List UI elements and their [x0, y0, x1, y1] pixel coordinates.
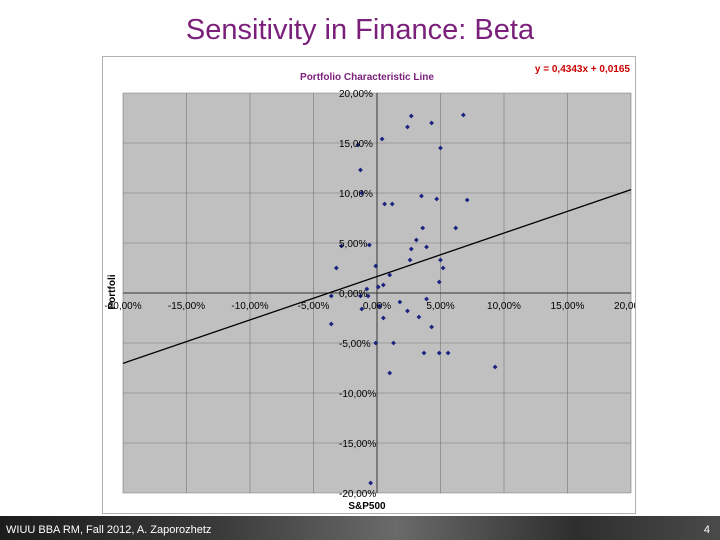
data-point	[420, 225, 426, 231]
data-point	[438, 145, 443, 151]
y-tick-label: 0,00%	[339, 289, 367, 300]
chart-title: Portfolio Characteristic Line	[300, 72, 434, 83]
trendline-equation: y = 0,4343x + 0,0165	[535, 64, 631, 75]
y-axis-label: Portfoli	[107, 274, 118, 309]
data-point	[429, 324, 435, 330]
data-point	[366, 242, 372, 248]
y-tick-label: -20,00%	[339, 489, 376, 500]
data-point	[364, 286, 370, 292]
data-point	[328, 321, 334, 327]
data-point	[438, 257, 443, 263]
x-tick-label: -10,00%	[231, 301, 268, 312]
y-tick-label: 10,00%	[339, 189, 373, 200]
footer-text: WIUU BBA RM, Fall 2012, A. Zaporozhetz	[6, 524, 212, 536]
data-point	[492, 364, 498, 370]
data-point	[373, 340, 379, 346]
data-point	[359, 190, 365, 196]
data-point	[453, 225, 459, 231]
y-tick-label: -5,00%	[339, 339, 371, 350]
data-point	[389, 201, 395, 207]
data-point	[377, 303, 382, 309]
data-point	[358, 167, 363, 173]
x-tick-label: 0,00%	[363, 301, 391, 312]
data-point	[421, 350, 427, 356]
x-tick-label: -20,00%	[104, 301, 141, 312]
data-point	[380, 315, 386, 321]
data-point	[464, 197, 470, 203]
x-tick-label: 20,00%	[614, 301, 635, 312]
data-point	[460, 112, 466, 118]
data-point	[416, 314, 422, 320]
x-axis-label: S&P500	[348, 501, 386, 512]
data-point	[339, 243, 344, 249]
data-point	[328, 293, 334, 299]
slide-footer: WIUU BBA RM, Fall 2012, A. Zaporozhetz 4	[0, 516, 720, 540]
x-tick-label: -15,00%	[168, 301, 205, 312]
data-point	[333, 265, 339, 271]
data-point	[413, 237, 419, 243]
data-point	[436, 350, 442, 356]
data-point	[424, 244, 429, 250]
y-tick-label: 20,00%	[339, 89, 373, 100]
data-point	[405, 124, 410, 130]
data-point	[408, 246, 414, 252]
x-tick-label: -5,00%	[298, 301, 330, 312]
plot-area: 20,00% 15,00% 10,00% 5,00% 0,00% -5,00% -10,00…	[104, 89, 635, 500]
chart-container: 20,00% 15,00% 10,00% 5,00% 0,00% -5,00% -10,00…	[102, 56, 636, 514]
x-tick-label: 5,00%	[426, 301, 454, 312]
page-number: 4	[703, 524, 710, 536]
x-tick-label: 15,00%	[551, 301, 585, 312]
data-point	[387, 370, 393, 376]
data-point	[429, 120, 435, 126]
trendline	[122, 189, 632, 364]
y-tick-label: 15,00%	[339, 139, 373, 150]
x-tick-label: 10,00%	[487, 301, 521, 312]
data-point	[424, 296, 429, 302]
data-point	[408, 113, 414, 119]
data-point	[434, 196, 440, 202]
data-point	[382, 201, 388, 207]
slide-title: Sensitivity in Finance: Beta	[185, 14, 535, 46]
data-point	[379, 136, 385, 142]
data-point	[380, 282, 386, 288]
scatter-chart: 20,00% 15,00% 10,00% 5,00% 0,00% -5,00% -10,00…	[104, 64, 635, 512]
data-point	[445, 350, 451, 356]
data-point	[368, 480, 374, 486]
data-point	[391, 340, 396, 346]
y-tick-label: 5,00%	[339, 239, 367, 250]
data-point	[440, 265, 446, 271]
data-point	[355, 142, 361, 148]
y-tick-label: -15,00%	[339, 439, 376, 450]
data-point	[419, 193, 424, 199]
y-tick-label: -10,00%	[339, 389, 376, 400]
